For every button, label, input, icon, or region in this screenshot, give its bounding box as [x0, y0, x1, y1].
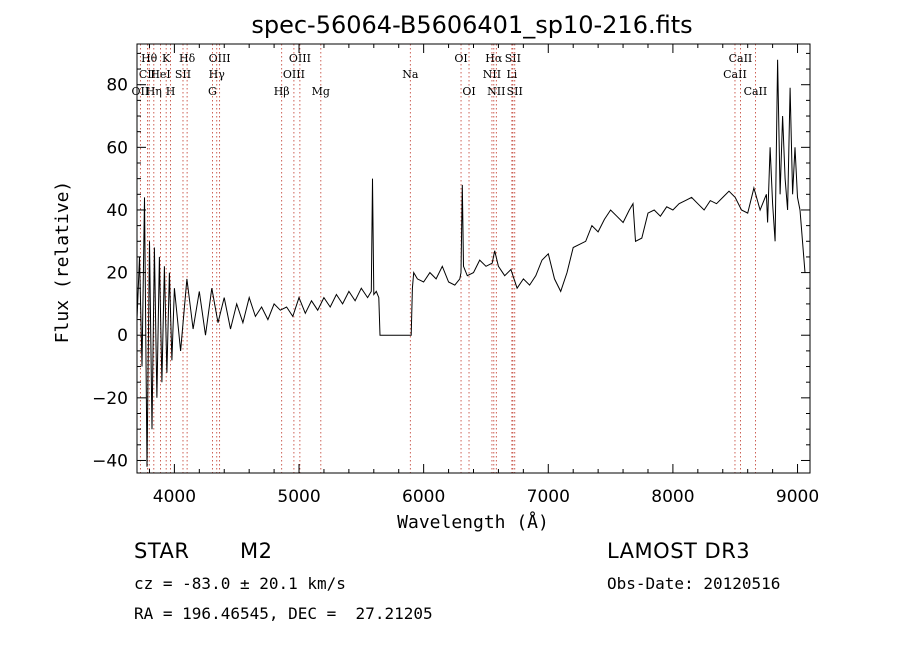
y-tick-label: 20	[106, 264, 128, 284]
spectral-line-label: Hγ	[209, 68, 226, 81]
spectral-line-label: CII	[139, 68, 156, 81]
spectral-line-label: CaII	[723, 68, 747, 81]
spectral-line-label: OI	[462, 85, 475, 98]
spectral-line-label: Hβ	[274, 85, 290, 98]
spectral-line-label: SII	[175, 68, 191, 81]
spectral-line-label: SII	[507, 85, 523, 98]
spectral-line-label: Hθ	[141, 52, 158, 65]
spectral-line-label: SII	[505, 52, 521, 65]
spectral-line-label: H	[166, 85, 176, 98]
spectral-line-label: NII	[487, 85, 505, 98]
object-class: STAR	[134, 539, 190, 563]
y-tick-label: 40	[106, 201, 128, 221]
spectral-line-label: Hα	[485, 52, 503, 65]
x-axis-label: Wavelength (Å)	[397, 511, 549, 533]
x-tick-label: 9000	[776, 487, 819, 507]
spectral-line-label: HeI	[150, 68, 170, 81]
x-tick-label: 4000	[153, 487, 196, 507]
spectral-line-label: OII	[132, 85, 150, 98]
y-tick-label: 0	[117, 326, 128, 346]
spectral-line-label: K	[162, 52, 171, 65]
spectral-line-label: OIII	[283, 68, 305, 81]
x-tick-label: 7000	[527, 487, 570, 507]
spectral-line-label: CaII	[744, 85, 768, 98]
spectral-line-label: Hη	[146, 85, 162, 98]
flux-series-line	[136, 59, 806, 467]
y-axis-label: Flux (relative)	[52, 181, 73, 344]
y-tick-label: 60	[106, 138, 128, 158]
redshift-velocity: cz = -83.0 ± 20.1 km/s	[134, 574, 346, 593]
spectral-line-label: OIII	[209, 52, 231, 65]
spectral-line-label: CaII	[729, 52, 753, 65]
x-tick-label: 6000	[402, 487, 445, 507]
observation-date: Obs-Date: 20120516	[607, 574, 781, 593]
survey-name: LAMOST DR3	[607, 539, 751, 563]
spectral-line-label: Hδ	[179, 52, 196, 65]
spectral-line-label: G	[208, 85, 217, 98]
coordinates: RA = 196.46545, DEC = 27.21205	[134, 604, 433, 623]
spectral-line-label: Mg	[312, 85, 330, 98]
y-tick-label: −20	[92, 389, 128, 409]
y-tick-label: 80	[106, 76, 128, 96]
spectral-line-label: NII	[483, 68, 501, 81]
x-tick-label: 5000	[277, 487, 320, 507]
chart-title: spec-56064-B5606401_sp10-216.fits	[251, 11, 692, 39]
x-tick-label: 8000	[651, 487, 694, 507]
plot-frame	[136, 43, 811, 474]
object-subclass: M2	[240, 539, 273, 563]
spectral-line-label: Na	[402, 68, 419, 81]
spectral-line-label: Li	[506, 68, 517, 81]
spectral-line-label: OI	[454, 52, 467, 65]
spectral-line-label: OIII	[289, 52, 311, 65]
y-tick-label: −40	[92, 451, 128, 471]
